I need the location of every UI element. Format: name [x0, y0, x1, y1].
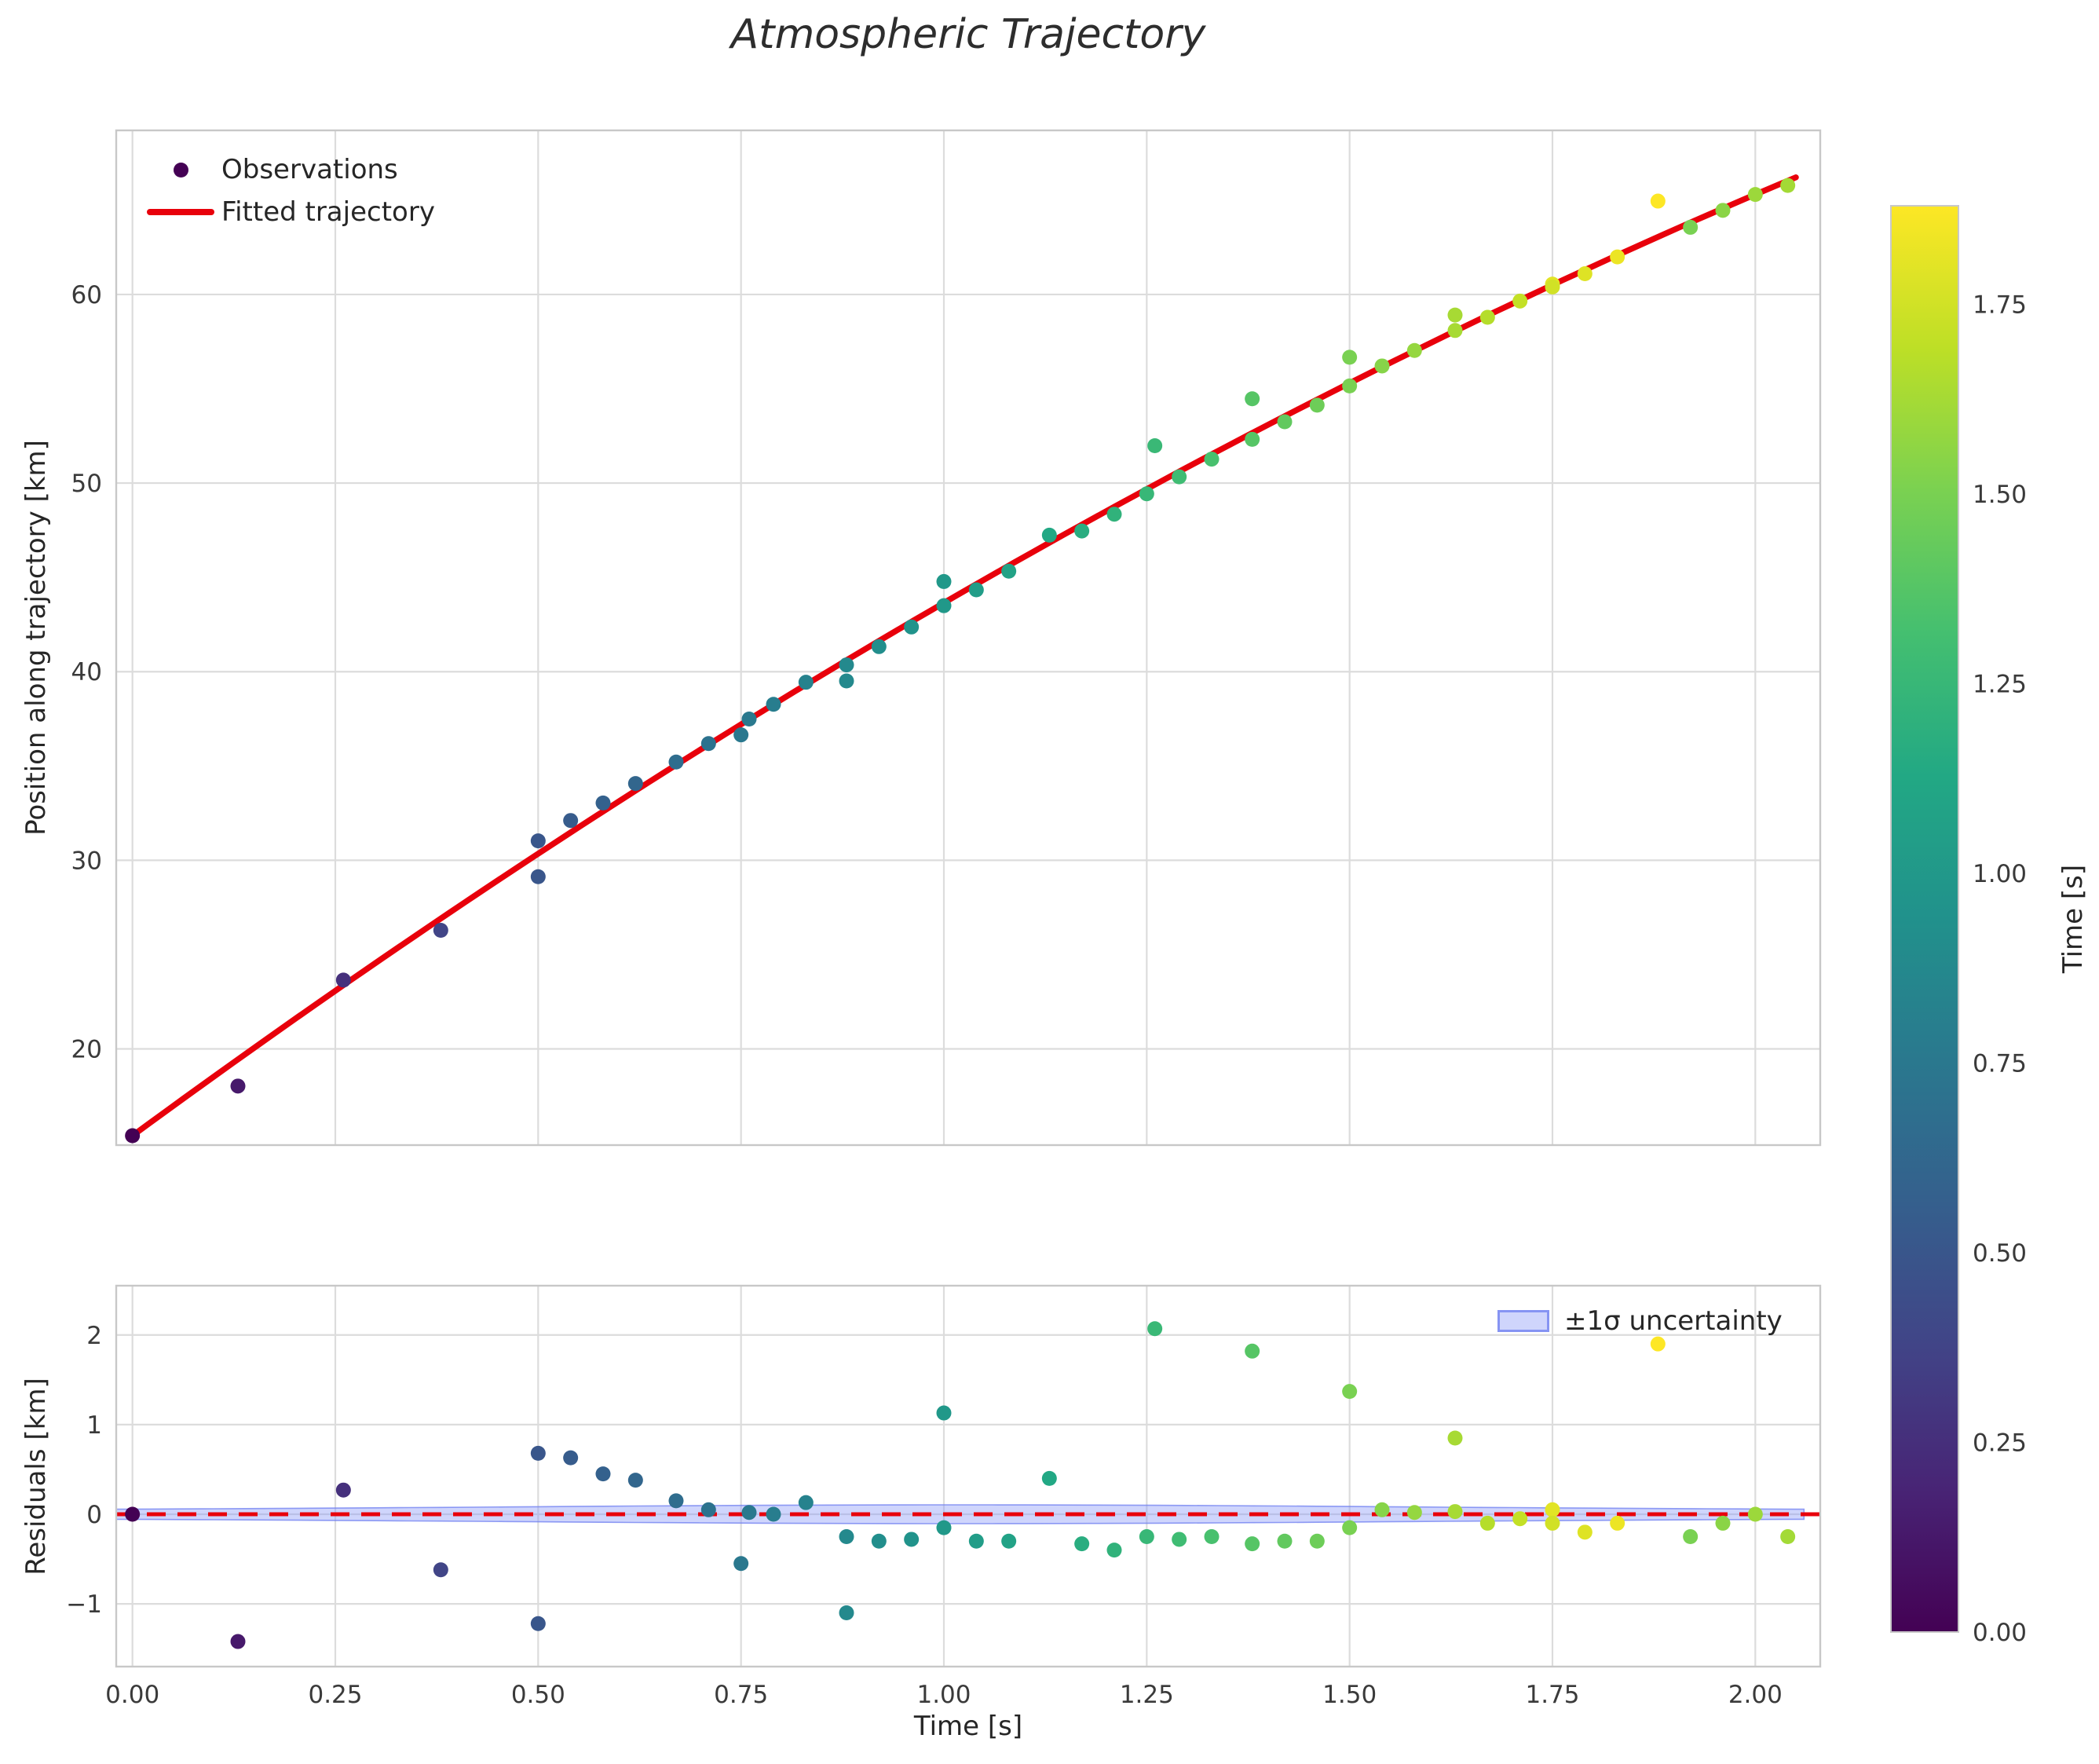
svg-text:2: 2: [86, 1322, 102, 1350]
svg-text:1: 1: [86, 1411, 102, 1440]
colorbar-label: Time [s]: [2057, 864, 2089, 974]
fit-line-icon: [147, 209, 214, 215]
svg-text:1.50: 1.50: [1973, 481, 2027, 509]
svg-text:0.00: 0.00: [1973, 1619, 2027, 1647]
svg-text:2.00: 2.00: [1728, 1681, 1783, 1709]
main-y-axis-label: Position along trajectory [km]: [20, 440, 52, 836]
svg-text:0.00: 0.00: [105, 1681, 159, 1709]
svg-text:0.25: 0.25: [1973, 1429, 2027, 1458]
chart-title: Atmospheric Trajectory: [730, 11, 1206, 58]
svg-text:0.75: 0.75: [1973, 1050, 2027, 1078]
x-axis-label: Time [s]: [913, 1711, 1023, 1742]
svg-text:1.00: 1.00: [1973, 860, 2027, 888]
uncertainty-band-icon: [1497, 1310, 1549, 1332]
svg-text:1.75: 1.75: [1973, 291, 2027, 320]
svg-text:0: 0: [86, 1501, 102, 1529]
svg-text:0.50: 0.50: [511, 1681, 565, 1709]
svg-text:40: 40: [71, 658, 102, 686]
svg-text:1.50: 1.50: [1322, 1681, 1377, 1709]
svg-text:20: 20: [71, 1036, 102, 1064]
svg-text:1.75: 1.75: [1525, 1681, 1579, 1709]
svg-text:0.25: 0.25: [308, 1681, 362, 1709]
svg-text:1.25: 1.25: [1120, 1681, 1174, 1709]
svg-text:30: 30: [71, 847, 102, 875]
main-legend: Observations Fitted trajectory: [140, 154, 435, 228]
observations-marker-icon: [173, 162, 188, 177]
legend-item-observations: Observations: [140, 154, 435, 185]
svg-text:60: 60: [71, 281, 102, 309]
legend-observations-label: Observations: [221, 154, 398, 185]
svg-text:−1: −1: [66, 1590, 102, 1619]
legend-fit-label: Fitted trajectory: [221, 196, 435, 228]
residuals-y-axis-label: Residuals [km]: [20, 1378, 52, 1576]
svg-text:0.75: 0.75: [714, 1681, 768, 1709]
legend-uncertainty-label: ±1σ uncertainty: [1564, 1305, 1783, 1337]
svg-text:1.00: 1.00: [916, 1681, 971, 1709]
legend-item-fit: Fitted trajectory: [140, 196, 435, 228]
svg-text:0.50: 0.50: [1973, 1239, 2027, 1268]
legend-item-uncertainty: ±1σ uncertainty: [1483, 1305, 1783, 1337]
residuals-legend: ±1σ uncertainty: [1483, 1305, 1783, 1337]
svg-text:1.25: 1.25: [1973, 671, 2027, 699]
svg-text:50: 50: [71, 470, 102, 498]
